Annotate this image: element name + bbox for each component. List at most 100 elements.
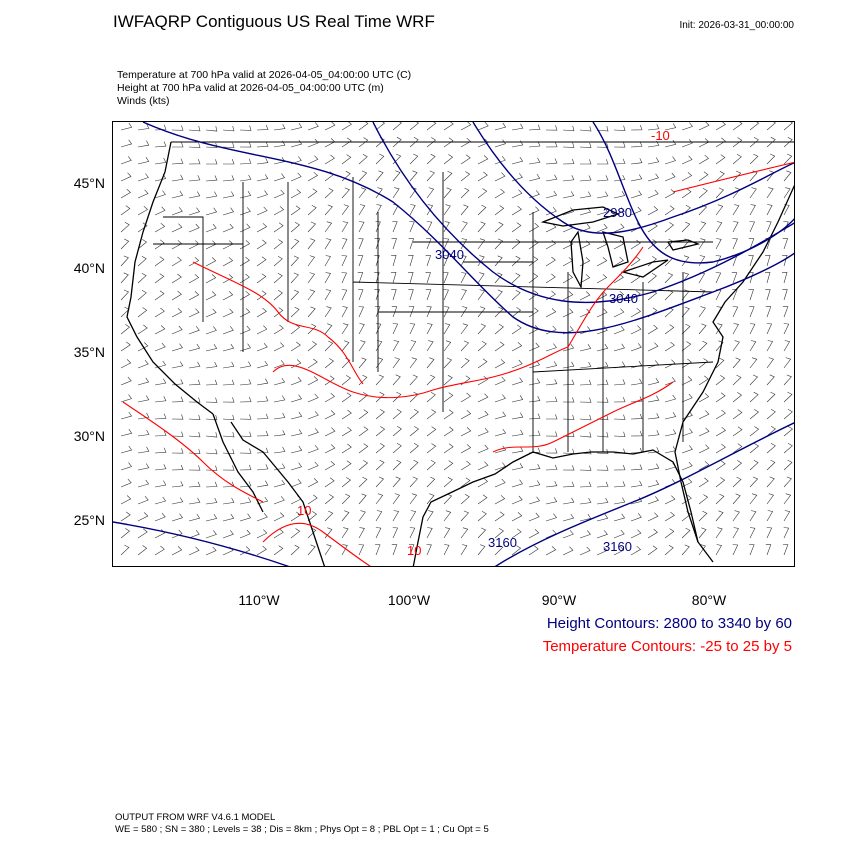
wind-barb [391,544,398,556]
wind-barb [222,191,235,199]
wind-barb [120,255,129,267]
wind-barb [171,396,184,403]
wind-barb [188,142,201,148]
wind-barb [239,379,252,386]
wind-barb [205,257,217,267]
wind-barb [766,204,773,216]
wind-barb [630,529,642,539]
wind-barb [749,510,757,522]
wind-barb [647,324,658,335]
wind-barb [511,463,524,471]
wind-barb [546,414,558,420]
wind-barb [782,544,789,556]
wind-barb [781,272,788,284]
wind-barb [562,414,575,420]
wind-barb [765,255,771,267]
wind-barb [579,432,592,438]
wind-barb [137,140,150,148]
wind-barb [732,340,740,352]
wind-barb [545,207,557,216]
wind-barb [273,307,284,318]
wind-barb [188,308,200,318]
wind-barb [545,141,558,148]
wind-barb [749,204,756,216]
wind-barb [205,449,218,455]
wind-barb [545,190,558,199]
wind-barb [511,545,522,556]
wind-barb [579,361,592,369]
wind-barb [477,155,489,165]
lat-label: 45°N [73,175,105,191]
wind-barb [188,481,201,488]
wind-barb [375,153,385,165]
wind-barb [120,172,132,182]
wind-barb [392,374,401,386]
wind-barb [511,289,521,301]
height-label: 3160 [488,535,517,550]
wind-barb [341,122,352,131]
wind-barb [783,391,793,403]
wind-barb [409,340,417,352]
wind-barb [664,377,676,386]
wind-barb [358,392,369,403]
wind-barb [358,544,365,556]
wind-barb [579,465,592,471]
wind-barb [392,493,400,505]
wind-barb [715,323,723,335]
wind-barb [341,289,348,301]
wind-barb [137,307,148,318]
wind-barb [273,324,284,335]
wind-barb [579,326,591,335]
wind-barb [477,393,489,403]
wind-barb [154,413,167,420]
wind-barb [307,358,318,369]
wind-barb [188,379,201,386]
wind-barb [579,126,592,132]
wind-barb [443,323,451,335]
wind-barb [188,546,200,556]
wind-barb [120,341,131,352]
wind-barb [290,306,300,318]
wind-barb [477,341,487,352]
wind-barb [698,306,706,318]
wind-barb [596,497,609,505]
wind-barb [545,174,558,182]
wind-barb [408,289,414,301]
wind-barb [477,427,489,437]
wind-barb [664,189,676,199]
wind-barb [256,157,269,165]
wind-barb [375,357,384,369]
wind-barb [630,190,642,199]
wind-barb [494,376,506,386]
wind-barb [630,174,643,182]
wind-barb [494,289,503,301]
wind-barb [374,238,381,250]
wind-barb [324,154,335,165]
wind-barb [681,428,693,437]
wind-barb [307,255,315,267]
wind-barb [120,462,132,471]
wind-barb [409,493,418,505]
wind-barb [766,426,776,437]
wind-barb [120,376,132,386]
wind-barb [358,153,368,165]
wind-barb [425,255,432,267]
wind-barb [239,343,251,352]
wind-barb [664,324,675,335]
wind-barb [511,307,522,318]
wind-barb [188,513,201,522]
wind-barb [681,478,693,488]
wind-barb [528,290,539,301]
wind-barb [613,497,626,505]
wind-barb [732,476,742,488]
wind-barb [613,379,626,386]
wind-barb [307,411,319,420]
wind-barb [222,158,235,165]
wind-barb [375,187,383,199]
wind-barb [647,206,659,216]
wind-barb [494,528,504,539]
wind-barb [715,493,725,505]
wind-barb [290,123,303,131]
wind-barb [205,465,218,471]
wind-barb [749,153,759,165]
